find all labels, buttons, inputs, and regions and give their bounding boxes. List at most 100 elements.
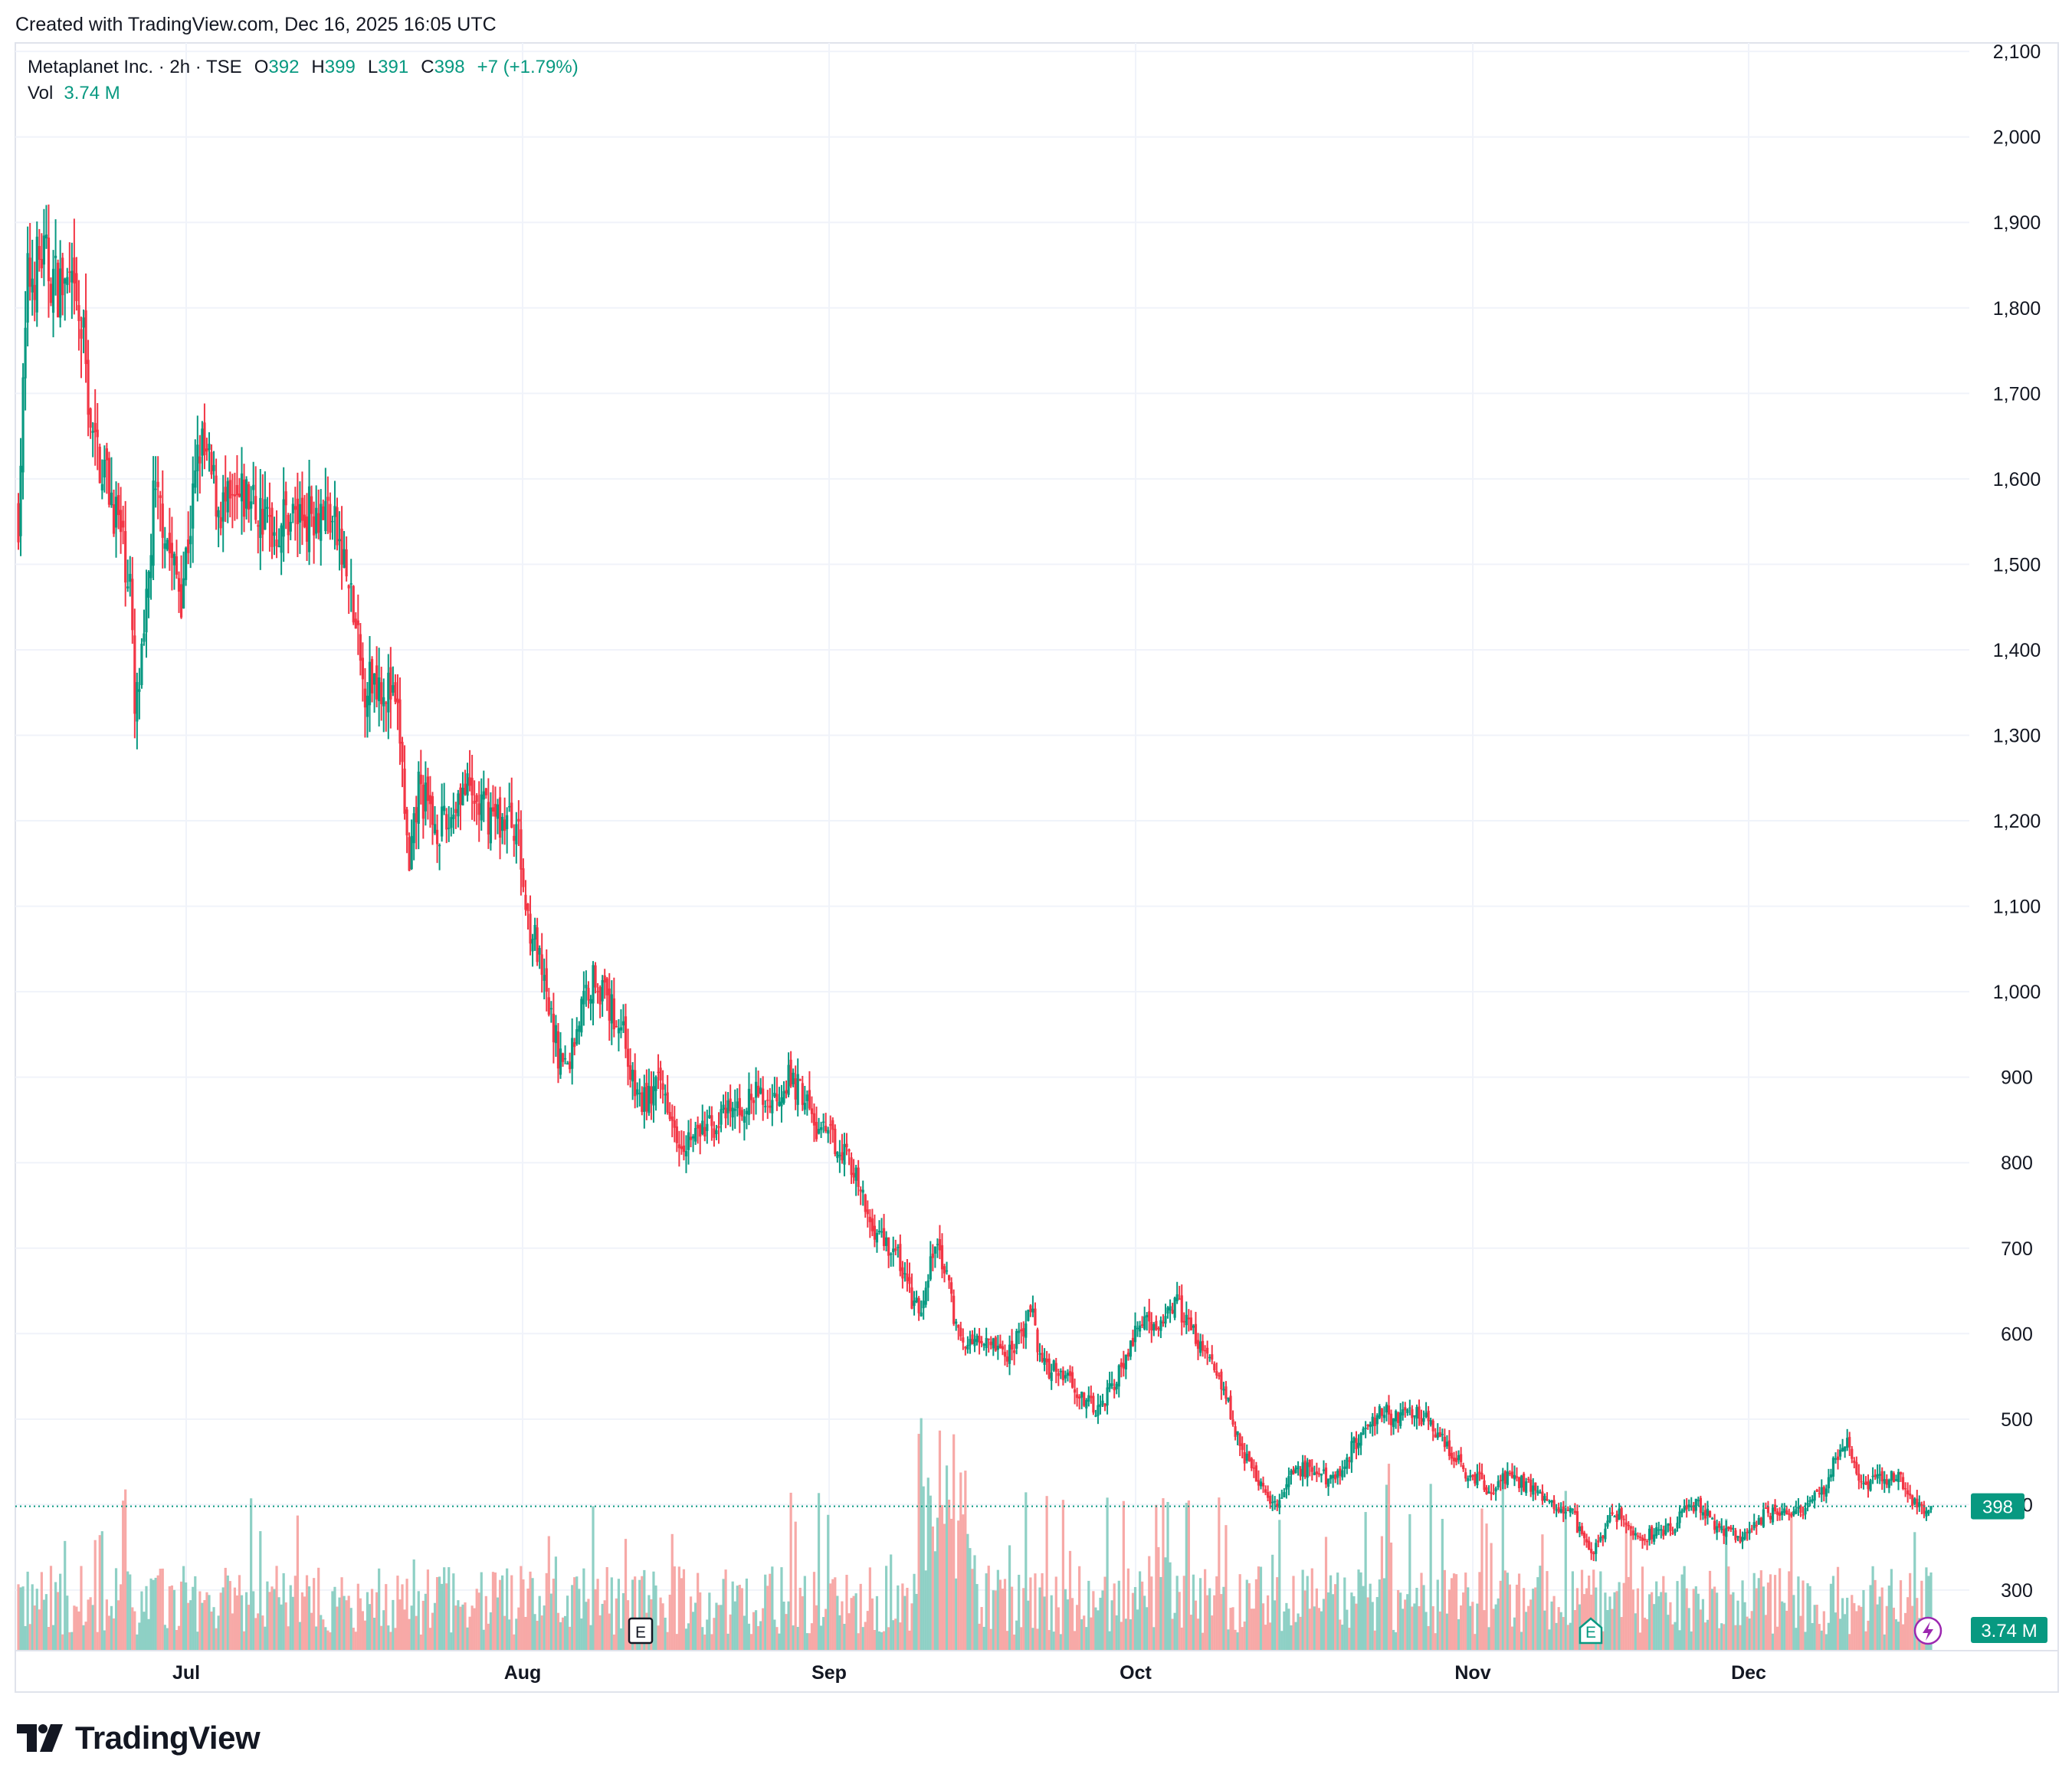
candle-body [280, 525, 283, 553]
candle-body [1092, 1395, 1095, 1413]
candle-body [605, 978, 608, 995]
volume-bar [412, 1559, 415, 1650]
candle-body [398, 699, 402, 744]
volume-bar [1546, 1571, 1549, 1650]
candle-body [580, 999, 583, 1033]
candle-body [850, 1157, 853, 1176]
candle-body [563, 1058, 567, 1060]
candle-body [89, 408, 92, 428]
candle-body [691, 1136, 695, 1139]
volume-bar [1171, 1618, 1174, 1650]
candle-body [1415, 1407, 1418, 1419]
tradingview-logo[interactable]: TradingView [17, 1720, 261, 1756]
candle-body [40, 258, 43, 269]
candle-body [1822, 1487, 1825, 1495]
time-tick-label: Nov [1454, 1662, 1490, 1684]
candle-body [859, 1189, 862, 1192]
volume-bar [1218, 1497, 1221, 1650]
candle-body [248, 484, 251, 510]
candle-body [805, 1094, 808, 1101]
candle-body [536, 927, 539, 963]
candle-body [226, 480, 229, 513]
volume-bar [1802, 1580, 1805, 1650]
volume-bar [1467, 1587, 1470, 1650]
volume-bar [40, 1572, 43, 1650]
volume-bar [850, 1598, 853, 1650]
candle-body [1674, 1529, 1677, 1533]
earnings-marker[interactable]: E [1579, 1617, 1603, 1645]
candle-body [749, 1094, 753, 1100]
volume-bar [270, 1586, 274, 1650]
volume-bar [810, 1623, 814, 1650]
candle-body [461, 787, 464, 806]
vol-value: 3.74 M [64, 83, 120, 103]
volume-bar [1836, 1566, 1840, 1650]
volume-bar [913, 1573, 916, 1650]
volume-bar [987, 1566, 990, 1650]
volume-bar [517, 1607, 520, 1650]
volume-bar [1653, 1604, 1656, 1650]
time-axis[interactable]: Jul Aug Sep Oct Nov Dec [172, 1662, 1766, 1684]
volume-bar [868, 1567, 871, 1650]
candle-body [498, 797, 502, 838]
candle-body [689, 1136, 693, 1140]
volume-bar [1110, 1600, 1113, 1650]
volume-bar [1422, 1585, 1425, 1650]
volume-legend[interactable]: Vol 3.74 M [28, 83, 128, 104]
volume-bar [1320, 1611, 1323, 1650]
candle-body [520, 829, 523, 870]
earnings-marker[interactable]: E [628, 1617, 654, 1645]
volume-bar [1447, 1589, 1451, 1650]
candle-body [1566, 1510, 1569, 1511]
volume-bar [51, 1625, 55, 1650]
volume-bar [1152, 1627, 1156, 1650]
volume-bar [1108, 1631, 1111, 1650]
candle-body [910, 1287, 913, 1309]
price-axis[interactable]: 3004005006007008009001,0001,1001,2001,30… [1993, 41, 2041, 1602]
candle-body [1492, 1492, 1495, 1494]
volume-bar [973, 1555, 976, 1650]
volume-bar [470, 1605, 474, 1650]
volume-bar [1441, 1519, 1444, 1650]
candle-body [759, 1087, 762, 1094]
volume-bar [740, 1588, 743, 1650]
candle-body [766, 1100, 769, 1101]
volume-bar [1492, 1609, 1495, 1650]
candle-body [648, 1085, 651, 1113]
volume-bar [445, 1583, 448, 1650]
volume-bar [1529, 1599, 1533, 1650]
symbol-legend[interactable]: Metaplanet Inc. · 2h · TSE O392 H399 L391 C3… [28, 57, 586, 78]
candle-body [196, 444, 199, 471]
volume-bar [1592, 1569, 1595, 1650]
candle-body [1254, 1465, 1258, 1482]
volume-bar [1555, 1622, 1558, 1650]
candle-body [168, 533, 171, 554]
volume-bar [1808, 1586, 1811, 1650]
volume-bar [1883, 1634, 1886, 1650]
volume-bar [1582, 1594, 1586, 1650]
candle-body [266, 507, 269, 509]
candle-body [145, 589, 148, 633]
volume-bar [1775, 1626, 1779, 1650]
volume-bar [114, 1568, 118, 1650]
volume-bar [1005, 1631, 1009, 1650]
candle-body [543, 975, 546, 981]
volume-bar [185, 1582, 188, 1650]
volume-bar [1041, 1572, 1044, 1650]
volume-bar [324, 1627, 327, 1650]
candlesticks[interactable] [17, 204, 1933, 1562]
candle-body [51, 268, 55, 313]
candle-body [666, 1092, 669, 1113]
volume-bar [1706, 1619, 1710, 1650]
volume-bar [1669, 1602, 1672, 1650]
candle-body [1864, 1481, 1867, 1485]
volume-bar [1294, 1622, 1297, 1650]
lightning-icon[interactable] [1913, 1616, 1942, 1645]
volume-bar [1013, 1634, 1016, 1650]
volume-bar [1771, 1633, 1775, 1650]
candle-body [47, 238, 51, 281]
volume-bar [782, 1601, 785, 1650]
volume-bar [1382, 1578, 1386, 1650]
